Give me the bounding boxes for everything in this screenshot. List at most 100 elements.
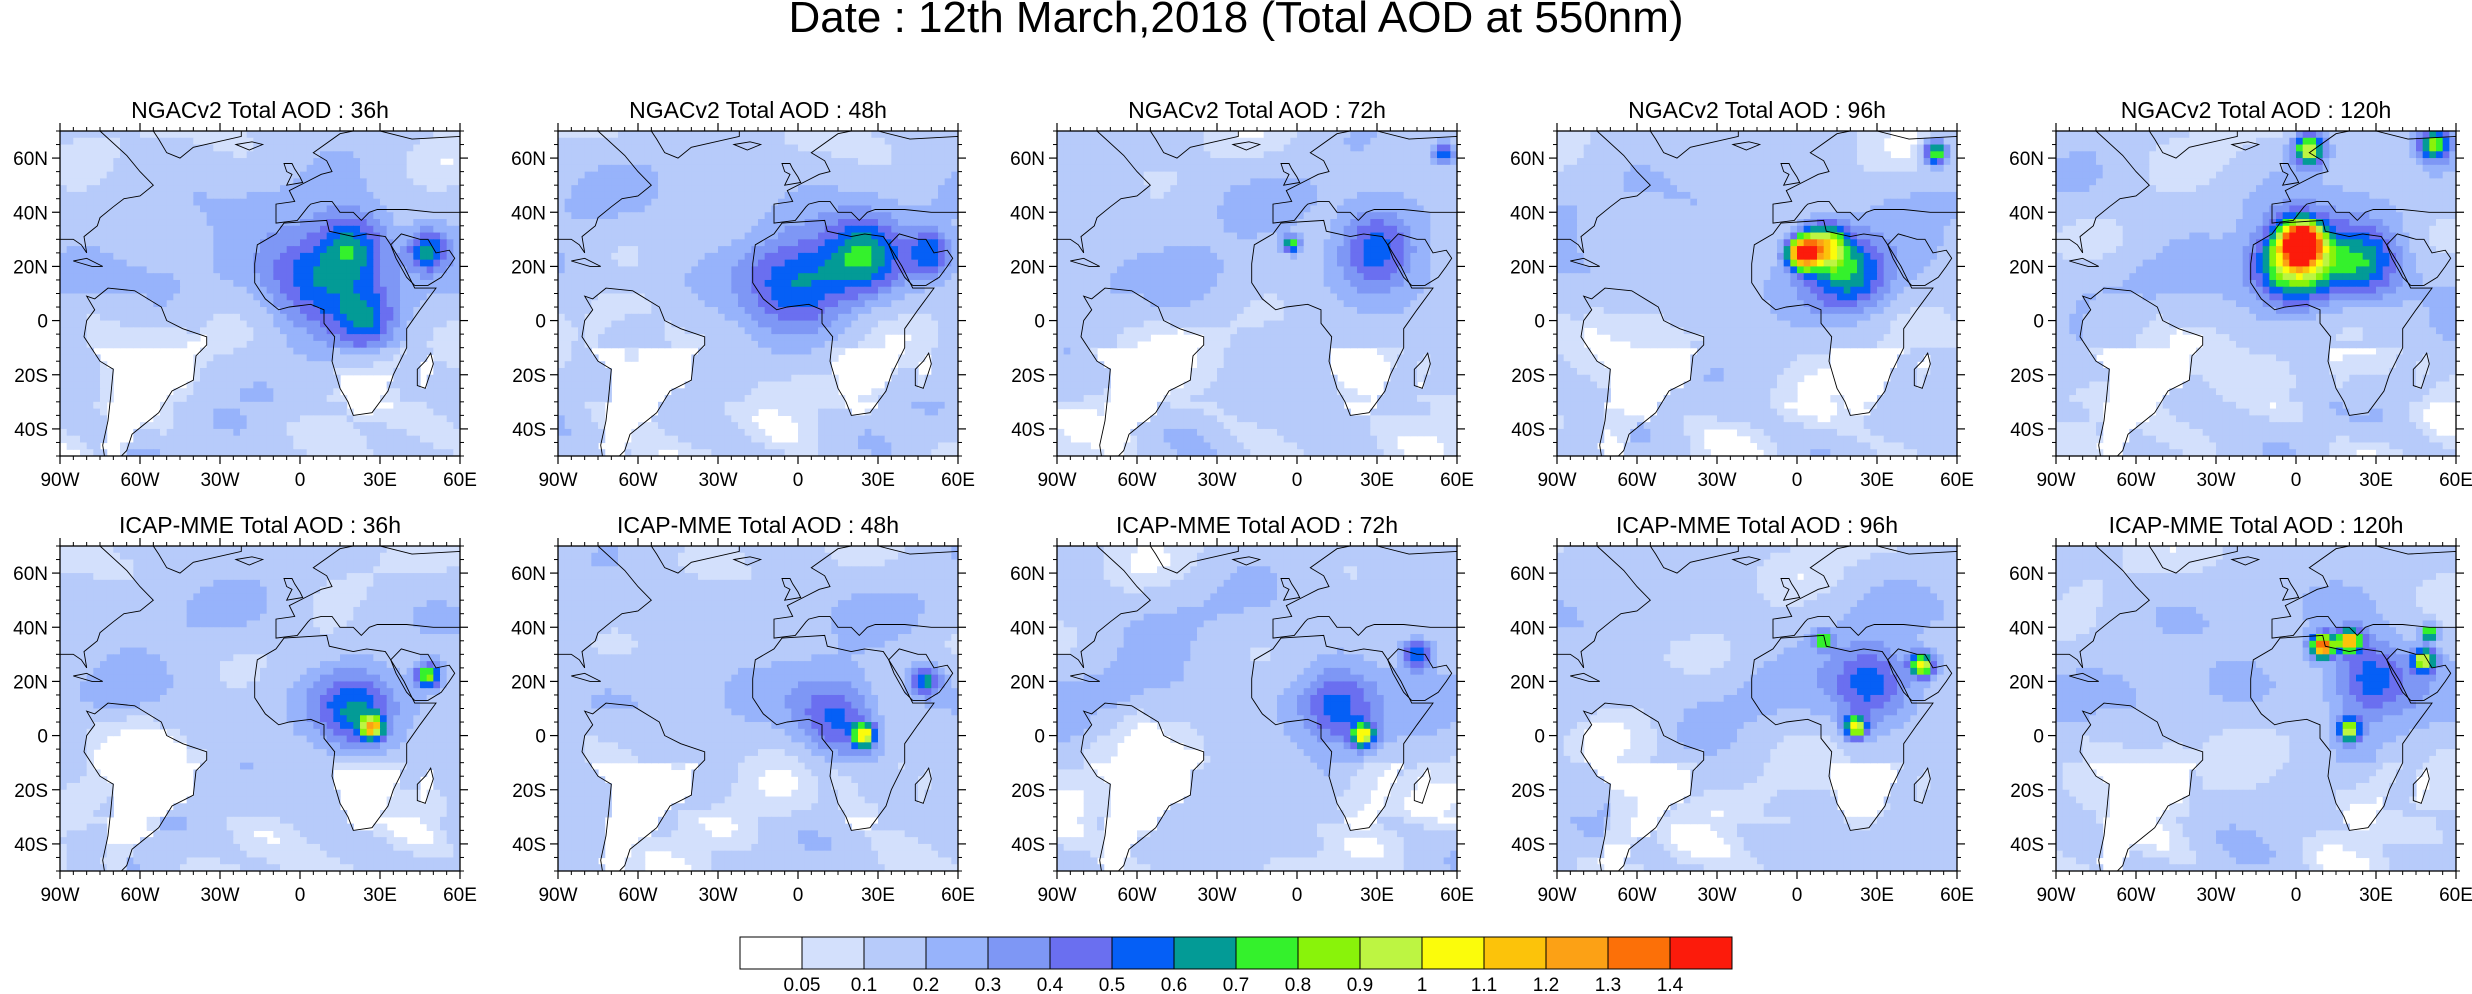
lon-tick-label: 30E <box>2359 885 2393 906</box>
lon-tick-label: 90W <box>1037 885 1076 906</box>
axis-ticks: 90W 60W 30W 0 30E 60E 60N 40N 20N 0 20S 40S <box>1010 123 1474 491</box>
coastlines <box>558 546 958 871</box>
lon-tick-label: 60W <box>2116 885 2155 906</box>
lat-tick-label: 40S <box>512 420 546 441</box>
lat-tick-label: 60N <box>511 564 546 585</box>
lat-tick-label: 40S <box>2010 420 2044 441</box>
lon-tick-label: 30E <box>2359 470 2393 491</box>
lat-tick-label: 40S <box>2010 835 2044 856</box>
map-panel: ICAP-MME Total AOD : 120h 90W 60W 30W 0 30E 60… <box>2009 512 2472 906</box>
aod-field <box>1057 131 1457 456</box>
lon-tick-label: 30E <box>861 470 895 491</box>
lon-tick-label: 30W <box>2196 885 2235 906</box>
colorbar-label: 0.5 <box>1099 975 1125 994</box>
lon-tick-label: 0 <box>793 470 804 491</box>
lon-tick-label: 90W <box>538 470 577 491</box>
colorbar-swatch <box>801 936 865 970</box>
lon-tick-label: 60E <box>941 470 975 491</box>
lat-tick-label: 0 <box>535 312 546 333</box>
aod-field <box>2056 131 2456 456</box>
panel-title: NGACv2 Total AOD : 72h <box>1128 97 1386 123</box>
panel-title: NGACv2 Total AOD : 36h <box>131 97 389 123</box>
lon-tick-label: 60E <box>2439 885 2472 906</box>
lon-tick-label: 90W <box>40 885 79 906</box>
colorbar-swatch <box>1049 936 1113 970</box>
coastlines <box>1057 131 1457 456</box>
axis-ticks: 90W 60W 30W 0 30E 60E 60N 40N 20N 0 20S 40S <box>13 123 477 491</box>
lat-tick-label: 0 <box>535 727 546 748</box>
lon-tick-label: 60W <box>2116 470 2155 491</box>
colorbar-label: 0.7 <box>1223 975 1249 994</box>
axis-ticks: 90W 60W 30W 0 30E 60E 60N 40N 20N 0 20S 40S <box>511 123 975 491</box>
lat-tick-label: 60N <box>13 149 48 170</box>
lon-tick-label: 30W <box>1697 885 1736 906</box>
lon-tick-label: 90W <box>2036 470 2075 491</box>
coastlines <box>1057 546 1457 871</box>
lat-tick-label: 60N <box>2009 564 2044 585</box>
lat-tick-label: 20N <box>2009 672 2044 693</box>
panel-title: ICAP-MME Total AOD : 48h <box>617 512 899 538</box>
lat-tick-label: 20N <box>1010 672 1045 693</box>
lon-tick-label: 60E <box>2439 470 2472 491</box>
lat-tick-label: 20N <box>13 257 48 278</box>
panel-title: NGACv2 Total AOD : 120h <box>2121 97 2392 123</box>
lon-tick-label: 60W <box>120 470 159 491</box>
lat-tick-label: 0 <box>1034 312 1045 333</box>
lat-tick-label: 20N <box>1510 257 1545 278</box>
map-panel: ICAP-MME Total AOD : 48h 90W 60W 30W 0 30E 60E… <box>511 512 975 906</box>
lat-tick-label: 20N <box>511 257 546 278</box>
lat-tick-label: 40S <box>1011 835 1045 856</box>
panel-grid: NGACv2 Total AOD : 36h 90W 60W 30W 0 30E 60E 60… <box>13 97 2472 906</box>
lat-tick-label: 60N <box>13 564 48 585</box>
panel-title: ICAP-MME Total AOD : 96h <box>1616 512 1898 538</box>
lon-tick-label: 30E <box>1360 885 1394 906</box>
lat-tick-label: 0 <box>37 312 48 333</box>
aod-field <box>558 546 958 871</box>
lon-tick-label: 60E <box>1940 470 1974 491</box>
lat-tick-label: 40N <box>13 203 48 224</box>
figure-title: Date : 12th March,2018 (Total AOD at 550… <box>788 0 1683 42</box>
colorbar-label: 0.9 <box>1347 975 1373 994</box>
map-panel: ICAP-MME Total AOD : 96h 90W 60W 30W 0 30E 60E… <box>1510 512 1974 906</box>
lon-tick-label: 30W <box>1697 470 1736 491</box>
lon-tick-label: 60E <box>941 885 975 906</box>
map-panel: ICAP-MME Total AOD : 36h 90W 60W 30W 0 30E 60E… <box>13 512 477 906</box>
lon-tick-label: 90W <box>40 470 79 491</box>
lat-tick-label: 20S <box>14 781 48 802</box>
colorbar-swatch <box>1421 936 1485 970</box>
lat-tick-label: 40N <box>2009 203 2044 224</box>
colorbar-label: 1 <box>1417 975 1428 994</box>
lat-tick-label: 40S <box>14 835 48 856</box>
lon-tick-label: 30E <box>1360 470 1394 491</box>
coastlines <box>60 546 460 871</box>
lon-tick-label: 90W <box>2036 885 2075 906</box>
panel-title: NGACv2 Total AOD : 48h <box>629 97 887 123</box>
lat-tick-label: 20N <box>511 672 546 693</box>
coastlines <box>2056 131 2456 456</box>
colorbar-label: 0.8 <box>1285 975 1311 994</box>
lat-tick-label: 20S <box>1011 781 1045 802</box>
colorbar-label: 1.2 <box>1533 975 1559 994</box>
lat-tick-label: 40N <box>13 618 48 639</box>
map-panel: NGACv2 Total AOD : 36h 90W 60W 30W 0 30E 60E 60… <box>13 97 477 491</box>
axis-ticks: 90W 60W 30W 0 30E 60E 60N 40N 20N 0 20S 40S <box>2009 123 2472 491</box>
lat-tick-label: 40S <box>14 420 48 441</box>
coastlines <box>1557 546 1957 871</box>
lon-tick-label: 30W <box>1197 885 1236 906</box>
axis-ticks: 90W 60W 30W 0 30E 60E 60N 40N 20N 0 20S 40S <box>1510 538 1974 906</box>
lat-tick-label: 20S <box>14 366 48 387</box>
colorbar-swatch <box>863 936 927 970</box>
lat-tick-label: 40N <box>511 618 546 639</box>
lat-tick-label: 40N <box>1510 618 1545 639</box>
lon-tick-label: 60W <box>1617 470 1656 491</box>
lat-tick-label: 0 <box>1034 727 1045 748</box>
lat-tick-label: 60N <box>1010 149 1045 170</box>
lat-tick-label: 20S <box>1011 366 1045 387</box>
lat-tick-label: 0 <box>2033 312 2044 333</box>
axis-ticks: 90W 60W 30W 0 30E 60E 60N 40N 20N 0 20S 40S <box>2009 538 2472 906</box>
lat-tick-label: 20S <box>512 781 546 802</box>
colorbar-label: 0.3 <box>975 975 1001 994</box>
colorbar: 0.05 0.1 0.2 0.3 0.4 0.5 0.6 0.7 0.8 0.9 1 1.1 1.2 1.… <box>739 936 1733 994</box>
aod-field <box>2056 546 2456 871</box>
lon-tick-label: 60W <box>618 470 657 491</box>
